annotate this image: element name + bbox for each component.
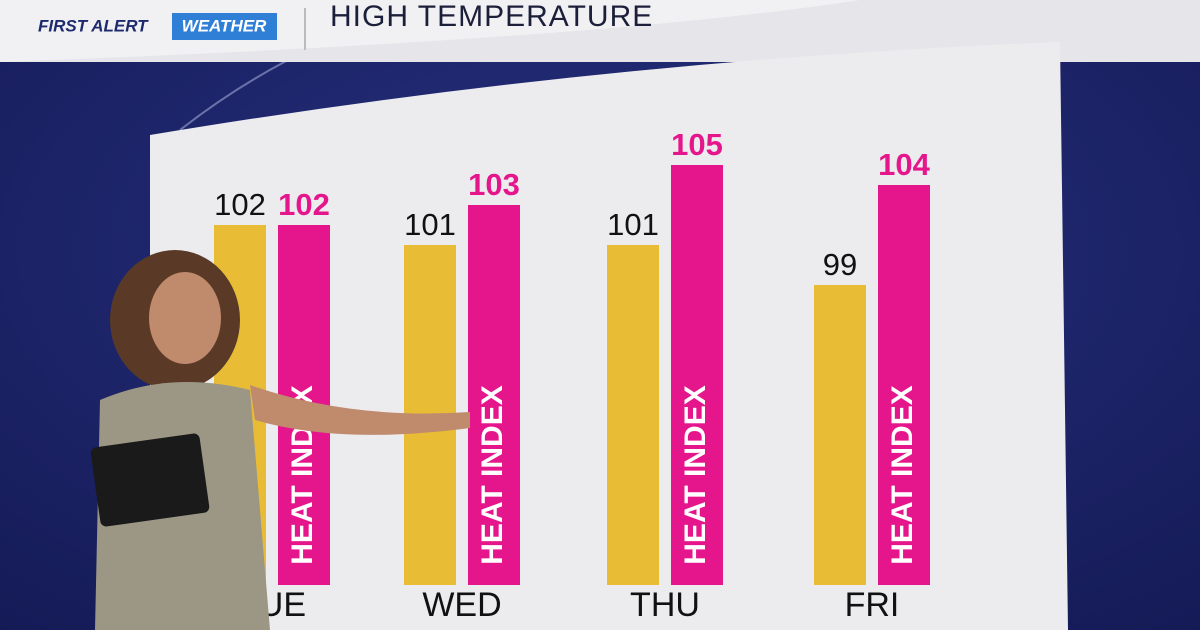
- x-tick-label: WED: [422, 586, 501, 624]
- value-label: 102: [278, 187, 330, 222]
- chart-title: HIGH TEMPERATURE: [330, 0, 653, 33]
- value-label: 102: [214, 187, 266, 222]
- value-label: 105: [671, 127, 723, 162]
- bar: [814, 285, 866, 585]
- bar: [468, 205, 520, 585]
- value-label: 104: [878, 147, 930, 182]
- brand-box: [172, 13, 277, 40]
- bar: [671, 165, 723, 585]
- series-label: HEAT INDEX: [476, 385, 509, 564]
- x-tick-label: FRI: [845, 586, 900, 624]
- presenter: [90, 250, 470, 630]
- value-label: 101: [607, 207, 659, 242]
- bar: [878, 185, 930, 585]
- value-label: 103: [468, 167, 520, 202]
- brand-weather: WEATHER: [182, 16, 267, 35]
- header-shade: [0, 0, 1200, 62]
- x-tick-label: THU: [630, 586, 700, 624]
- series-label: HEAT INDEX: [679, 385, 712, 564]
- series-label: HEAT INDEX: [886, 385, 919, 564]
- value-label: 101: [404, 207, 456, 242]
- brand-first: FIRST ALERT: [38, 16, 149, 35]
- presenter-face: [149, 272, 221, 364]
- presenter-arm: [250, 385, 470, 435]
- bar: [607, 245, 659, 585]
- tablet: [90, 433, 210, 527]
- value-label: 99: [823, 247, 857, 282]
